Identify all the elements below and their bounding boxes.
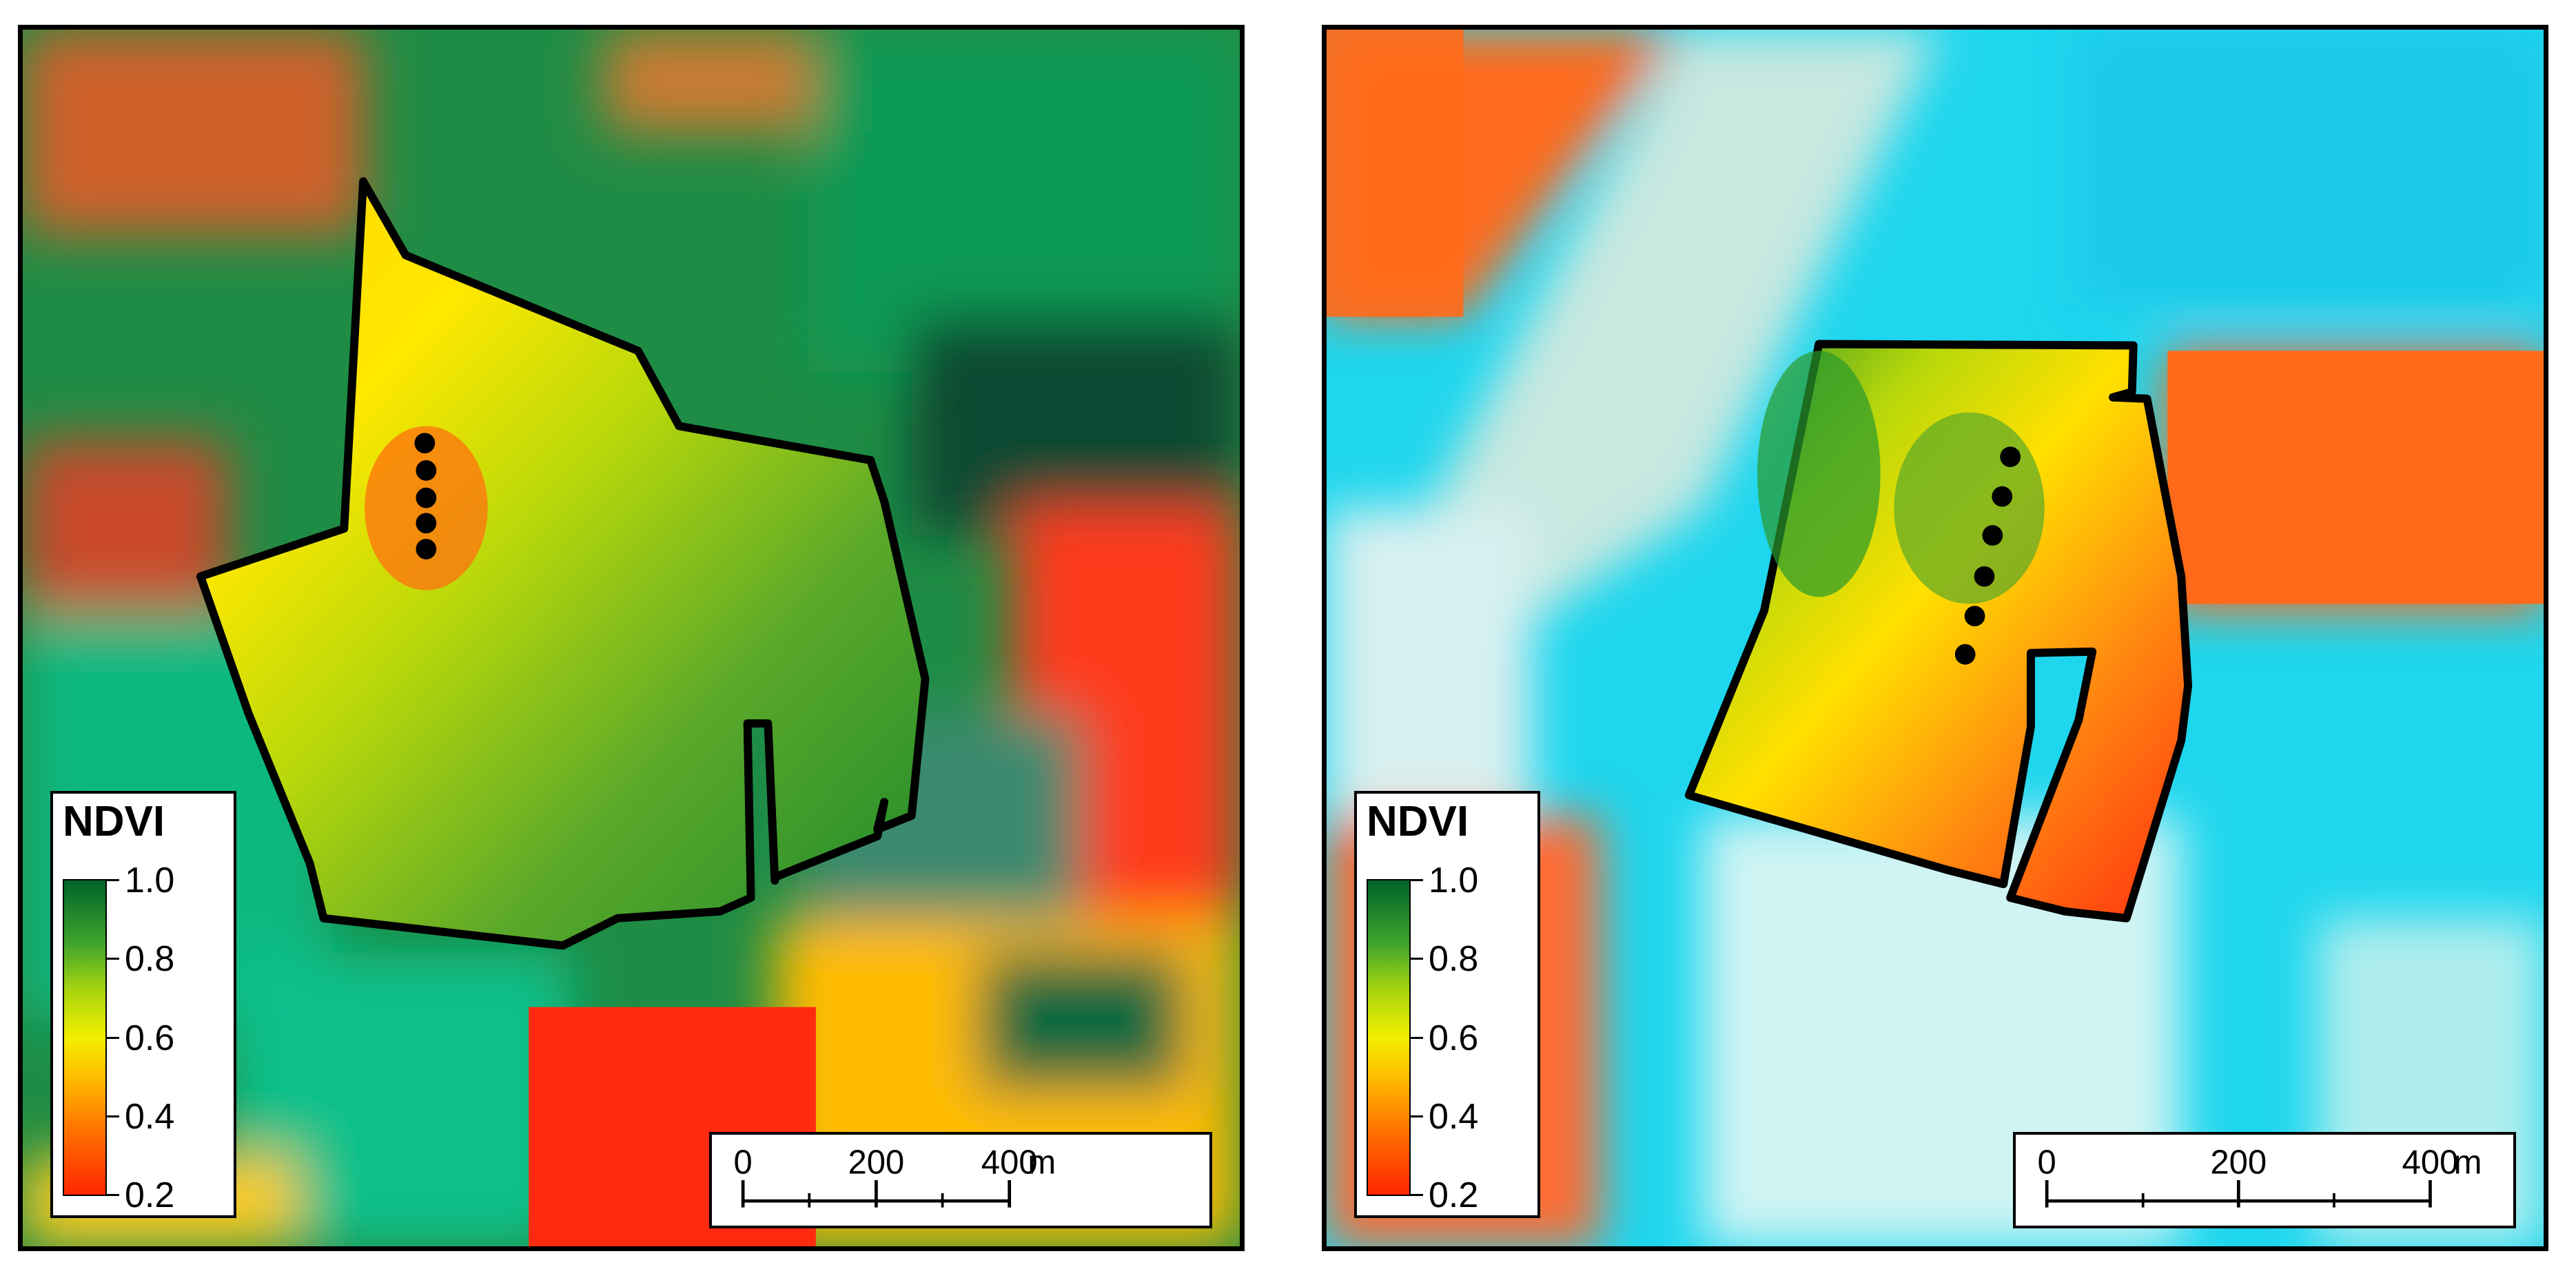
- sample-point: [416, 513, 437, 534]
- scale-bar-graphic: 0 200 400 m: [2038, 1144, 2482, 1208]
- legend-tick: [107, 958, 119, 960]
- scale-label-400: 400: [2402, 1144, 2459, 1182]
- legend-title: NDVI: [1367, 798, 1469, 845]
- legend-tick: [1411, 1194, 1423, 1196]
- legend-tick: [1411, 958, 1423, 960]
- legend-color-ramp: [1367, 879, 1411, 1196]
- legend-tick-label: 1.0: [125, 860, 175, 900]
- legend-tick-label: 0.8: [125, 939, 175, 979]
- high-ndvi-patch-right: [1894, 412, 2045, 604]
- scale-label-200: 200: [2210, 1144, 2267, 1182]
- sample-point: [1992, 486, 2013, 507]
- scale-bar-graphic: 0 200 400 m: [734, 1144, 1056, 1208]
- scale-unit: m: [2454, 1144, 2482, 1182]
- legend-tick-label: 0.2: [125, 1175, 175, 1215]
- sample-point: [1974, 566, 1995, 587]
- scale-label-200: 200: [848, 1144, 905, 1182]
- ndvi-legend-left: NDVI 1.0 0.8 0.6 0.4 0.2: [50, 791, 236, 1218]
- legend-color-ramp: [63, 879, 107, 1196]
- scale-label-0: 0: [734, 1144, 753, 1182]
- map-panel-right: NDVI 1.0 0.8 0.6 0.4 0.2 0 200 400 m: [1322, 25, 2548, 1251]
- legend-tick: [1411, 1115, 1423, 1117]
- legend-tick: [107, 1115, 119, 1117]
- legend-tick-label: 0.2: [1429, 1175, 1479, 1215]
- right-orange-field: [1327, 30, 1464, 317]
- scale-bar-left: 0 200 400 m: [709, 1132, 1212, 1228]
- legend-tick: [1411, 879, 1423, 881]
- sampling-points-left: [414, 433, 437, 559]
- legend-tick: [1411, 1037, 1423, 1039]
- sample-point: [416, 460, 437, 481]
- legend-tick: [107, 1037, 119, 1039]
- high-ndvi-patch-right: [1757, 351, 1881, 597]
- legend-tick-label: 0.8: [1429, 939, 1479, 979]
- field-boundary-left: [196, 177, 930, 950]
- legend-tick: [107, 1194, 119, 1196]
- legend-tick-label: 0.4: [1429, 1097, 1479, 1137]
- sample-point: [414, 433, 436, 454]
- scale-unit: m: [1028, 1144, 1056, 1182]
- legend-tick-label: 0.6: [125, 1018, 175, 1058]
- legend-title: NDVI: [63, 798, 165, 845]
- sample-point: [1982, 525, 2003, 546]
- legend-tick-label: 0.4: [125, 1097, 175, 1137]
- scale-label-0: 0: [2038, 1144, 2056, 1182]
- legend-tick-label: 1.0: [1429, 860, 1479, 900]
- sampling-points-right: [1954, 446, 2021, 665]
- legend-tick-label: 0.6: [1429, 1018, 1479, 1058]
- legend-tick: [107, 879, 119, 881]
- map-panel-left: NDVI 1.0 0.8 0.6 0.4 0.2 0 200 400 m: [18, 25, 1245, 1251]
- right-orange-block: [2167, 351, 2544, 604]
- scale-label-400: 400: [981, 1144, 1038, 1182]
- sample-point: [416, 487, 437, 508]
- sample-point: [416, 539, 437, 559]
- scale-bar-right: 0 200 400 m: [2013, 1132, 2516, 1228]
- sample-point: [1964, 606, 1985, 627]
- ndvi-legend-right: NDVI 1.0 0.8 0.6 0.4 0.2: [1354, 791, 1540, 1218]
- sample-point: [1954, 643, 1976, 665]
- sample-point: [2000, 446, 2021, 467]
